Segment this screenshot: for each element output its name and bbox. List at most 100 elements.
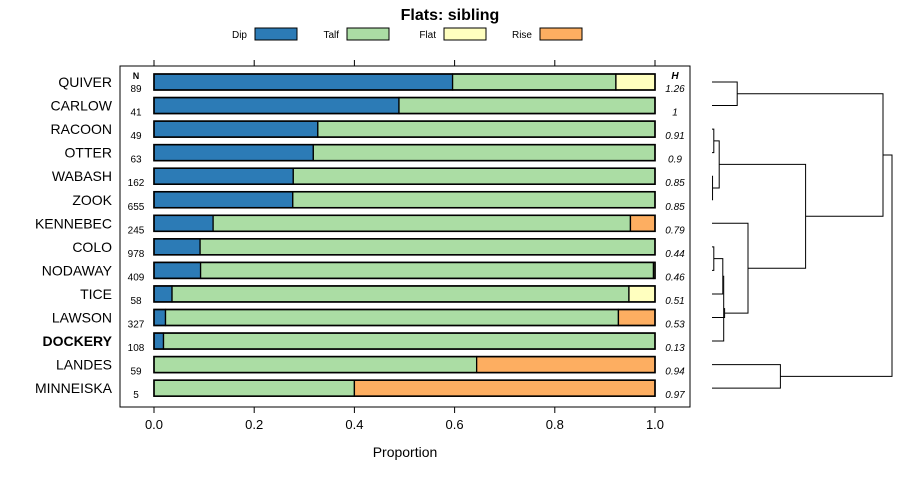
bar-segment-dip <box>153 238 201 256</box>
row-labels: QUIVER CARLOW RACOON OTTER WABASH ZOOK KENNEBE… <box>35 74 113 396</box>
row-label: DOCKERY <box>43 333 113 349</box>
bar-segment-dip <box>153 332 165 350</box>
dendrogram-link <box>719 163 807 269</box>
bar-outline <box>153 332 656 350</box>
bar-segment-talf <box>199 261 655 280</box>
h-value: 0.13 <box>665 343 685 354</box>
legend-label: Flat <box>419 30 436 41</box>
bar-segment-talf <box>153 355 478 374</box>
dendrogram-link <box>780 154 893 377</box>
n-value: 245 <box>128 225 145 236</box>
bar-segment-dip <box>153 261 202 280</box>
bar-outline <box>153 143 656 162</box>
bar-segment-rise <box>353 379 656 397</box>
x-tick-label: 0.2 <box>245 417 263 432</box>
h-value: 0.85 <box>665 202 685 213</box>
row-label: COLO <box>72 239 112 255</box>
row-label: TICE <box>80 286 112 302</box>
h-value: 0.9 <box>668 155 682 166</box>
bar-outline <box>153 238 656 256</box>
row-label: RACOON <box>51 121 112 137</box>
row-label: QUIVER <box>58 74 112 90</box>
bar-segment-talf <box>312 143 656 162</box>
h-value: 0.97 <box>665 390 685 401</box>
x-tick-label: 0.8 <box>546 417 564 432</box>
plot-frame <box>119 65 691 408</box>
dendrogram-link <box>712 308 726 318</box>
dendrogram-link <box>712 81 738 107</box>
n-value: 978 <box>128 249 145 260</box>
row-label: OTTER <box>65 145 112 161</box>
bar-outline <box>153 120 656 138</box>
h-value: 0.85 <box>665 178 685 189</box>
h-value: 0.53 <box>665 320 685 331</box>
dendrogram-link <box>712 128 715 154</box>
dendrogram-link <box>712 364 781 389</box>
n-value: 41 <box>130 108 142 119</box>
n-value: 63 <box>130 155 142 166</box>
bar-outline <box>153 379 656 397</box>
h-value: 0.91 <box>665 131 684 142</box>
bar-segment-talf <box>292 191 656 209</box>
bar-segment-flat <box>615 73 656 91</box>
h-value: 1 <box>672 108 678 119</box>
dendrogram-link <box>712 246 715 271</box>
bar-segment-talf <box>398 96 656 115</box>
n-column-header: N <box>133 71 140 81</box>
legend: Dip Talf Flat Rise <box>232 27 583 41</box>
n-value: 327 <box>128 320 145 331</box>
row-label: LANDES <box>56 357 112 373</box>
bar-outline <box>153 73 656 91</box>
x-tick-label: 0.0 <box>145 417 163 432</box>
x-axis-label: Proportion <box>373 444 438 460</box>
bar-segment-dip <box>153 73 454 91</box>
dendrogram-link <box>712 175 714 201</box>
bar-segment-dip <box>153 167 294 185</box>
dendrogram <box>712 81 893 389</box>
bar-segment-dip <box>153 191 294 209</box>
bar-segment-talf <box>199 238 656 256</box>
legend-swatch <box>254 27 298 41</box>
h-column-header: H <box>671 71 679 82</box>
h-value: 0.46 <box>665 272 685 283</box>
row-label: NODAWAY <box>42 262 113 278</box>
x-tick-label: 0.4 <box>345 417 363 432</box>
bar-outline <box>153 285 656 303</box>
legend-swatch <box>443 27 487 41</box>
bar-segment-talf <box>292 167 656 185</box>
bar-segment-talf <box>317 120 656 138</box>
bars <box>153 73 656 397</box>
legend-swatch <box>346 27 390 41</box>
legend-label: Rise <box>512 30 532 41</box>
n-value: 58 <box>130 296 142 307</box>
row-label: KENNEBEC <box>35 215 112 231</box>
dendrogram-link <box>712 275 725 342</box>
x-tick-label: 1.0 <box>646 417 664 432</box>
n-value: 162 <box>128 178 145 189</box>
bar-segment-talf <box>171 285 630 303</box>
bar-segment-flat <box>628 285 656 303</box>
n-value: 655 <box>128 202 145 213</box>
legend-label: Talf <box>323 30 339 41</box>
bar-segment-dip <box>153 120 319 138</box>
h-value: 0.94 <box>665 367 685 378</box>
legend-label: Dip <box>232 30 247 41</box>
h-value: 1.26 <box>665 84 685 95</box>
bar-segment-talf <box>451 73 617 91</box>
n-value: 49 <box>130 131 142 142</box>
plot-border <box>119 65 691 408</box>
n-value: 89 <box>130 84 142 95</box>
bar-segment-dip <box>153 214 214 232</box>
bar-segment-talf <box>212 214 632 232</box>
h-value: 0.44 <box>665 249 685 260</box>
bar-outline <box>153 308 656 327</box>
bar-outline <box>153 167 656 185</box>
n-value: 108 <box>128 343 145 354</box>
bar-segment-talf <box>162 332 656 350</box>
row-label: LAWSON <box>52 310 112 326</box>
bar-segment-dip <box>153 143 314 162</box>
bar-segment-dip <box>153 308 167 327</box>
x-axis: 0.0 0.2 0.4 0.6 0.8 1.0 <box>145 60 664 432</box>
h-labels: H 1.26 1 0.91 0.9 0.85 0.85 0.79 0.44 0.46 0.51 0.5… <box>665 71 685 401</box>
